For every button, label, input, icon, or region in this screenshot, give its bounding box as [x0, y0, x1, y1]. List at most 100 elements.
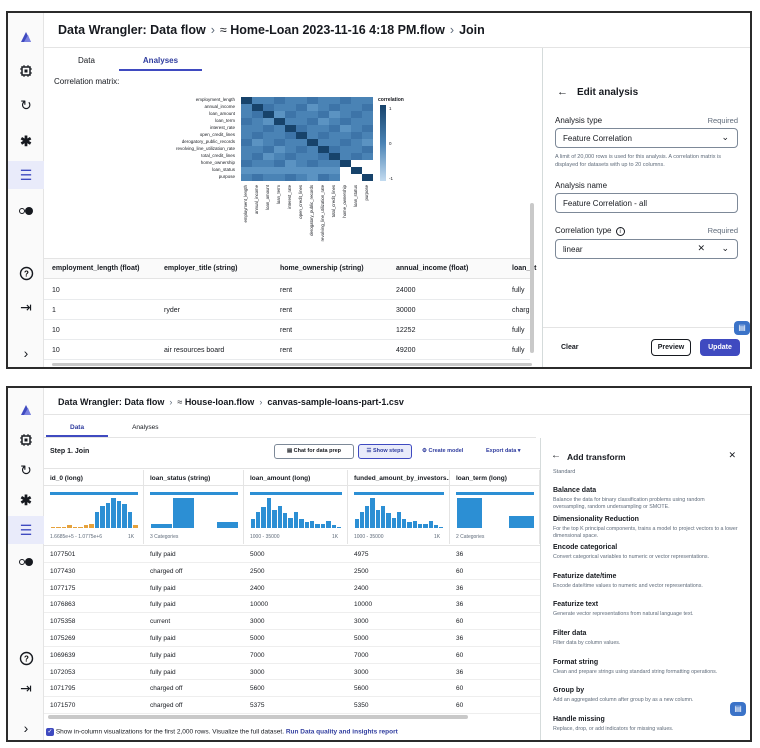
heatmap-cell	[351, 174, 362, 181]
table-cell: 5600	[354, 685, 369, 693]
chat-fab-icon[interactable]: ▤	[730, 702, 746, 716]
breadcrumb-app[interactable]: Data Wrangler: Data flow	[58, 397, 165, 407]
heatmap-cell	[285, 167, 296, 174]
list-icon[interactable]: ☰	[19, 166, 33, 183]
chat-fab-icon[interactable]: ▤	[734, 321, 750, 335]
clear-button[interactable]: Clear	[561, 344, 579, 351]
horizontal-scrollbar[interactable]	[48, 715, 468, 719]
asterisk-icon[interactable]: ✱	[20, 132, 32, 149]
toggle-icon[interactable]	[16, 552, 36, 572]
col-header[interactable]: home_ownership (string)	[280, 265, 364, 272]
heatmap-cell	[362, 104, 373, 111]
col-header[interactable]: employer_title (string)	[164, 265, 238, 272]
heatmap-cell	[241, 139, 252, 146]
chip-icon[interactable]	[16, 61, 36, 81]
toggle-icon[interactable]	[16, 201, 36, 221]
heatmap-cell	[274, 153, 285, 160]
column-header[interactable]: id_0 (long)	[44, 470, 144, 486]
sign-out-icon[interactable]: ⇥	[20, 679, 32, 696]
heatmap-cell	[318, 111, 329, 118]
run-report-link[interactable]: Run Data quality and insights report	[285, 728, 398, 736]
transform-title[interactable]: Encode categorical	[553, 544, 618, 552]
histogram-count: 1K	[128, 534, 135, 540]
transform-title[interactable]: Format string	[553, 658, 599, 666]
top-window: ↻ ✱ ☰ ? ⇥ › Data Wrangler: Data flow › ≈ H…	[6, 11, 752, 369]
col-header[interactable]: loan_st	[512, 265, 537, 272]
chat-for-data-prep-button[interactable]: ▤ Chat for data prep	[274, 444, 354, 459]
preview-button[interactable]: Preview	[651, 339, 691, 356]
column-header[interactable]: loan_status (string)	[144, 470, 244, 486]
analysis-name-input[interactable]: Feature Correlation - all	[555, 193, 738, 213]
tab-data[interactable]: Data	[46, 424, 109, 437]
breadcrumb-app[interactable]: Data Wrangler: Data flow	[58, 23, 206, 37]
correlation-type-select[interactable]: linear ✕ ⌄	[555, 239, 738, 259]
help-icon[interactable]: ?	[16, 648, 36, 668]
asterisk-icon[interactable]: ✱	[20, 491, 32, 508]
col-header[interactable]: employment_length (float)	[52, 265, 140, 272]
horizontal-scrollbar[interactable]	[52, 363, 532, 366]
tab-analyses[interactable]: Analyses	[132, 424, 159, 431]
heatmap-cell	[241, 167, 252, 174]
heatmap-cell	[241, 111, 252, 118]
close-icon[interactable]: ✕	[728, 450, 736, 460]
sign-out-icon[interactable]: ⇥	[20, 298, 32, 315]
correlation-title: Correlation matrix:	[54, 77, 120, 86]
app-logo-icon	[16, 400, 36, 420]
back-arrow-icon[interactable]: ←	[551, 450, 561, 461]
chevron-down-icon: ⌄	[721, 243, 729, 253]
clear-x-icon[interactable]: ✕	[697, 243, 705, 253]
vertical-scrollbar[interactable]	[530, 203, 534, 353]
histogram-bar	[299, 519, 304, 528]
heatmap-cell	[340, 118, 351, 125]
update-button[interactable]: Update	[700, 339, 740, 356]
table-cell: 1072053	[50, 668, 76, 676]
info-icon[interactable]: i	[615, 227, 625, 236]
refresh-icon[interactable]: ↻	[20, 461, 32, 478]
help-icon[interactable]: ?	[16, 263, 36, 283]
heatmap-cell	[340, 111, 351, 118]
histogram-bar	[293, 511, 299, 528]
chip-icon[interactable]	[16, 430, 36, 450]
create-model-button[interactable]: ⚙ Create model	[422, 448, 463, 454]
breadcrumb-flow[interactable]: Home-Loan 2023-11-16 4:18 PM.flow	[230, 23, 445, 37]
refresh-icon[interactable]: ↻	[20, 96, 32, 113]
export-data-button[interactable]: Export data ▾	[486, 448, 521, 454]
transform-title[interactable]: Featurize text	[553, 601, 599, 609]
back-arrow-icon[interactable]: ←	[557, 86, 568, 98]
histogram-bar	[250, 519, 255, 528]
expand-icon[interactable]: ›	[23, 345, 29, 361]
column-header[interactable]: loan_term (long)	[450, 470, 540, 486]
heatmap-cell	[241, 104, 252, 111]
expand-icon[interactable]: ›	[23, 720, 29, 736]
tab-data[interactable]: Data	[78, 56, 95, 65]
heatmap-cell	[318, 104, 329, 111]
list-icon[interactable]: ☰	[19, 521, 33, 538]
heatmap-cell	[296, 111, 307, 118]
table-cell: 10	[52, 347, 60, 354]
transform-title[interactable]: Featurize date/time	[553, 572, 617, 580]
header-divider	[44, 414, 750, 415]
table-cell: fully paid	[150, 584, 176, 592]
transform-title[interactable]: Handle missing	[553, 715, 605, 723]
completeness-bar	[50, 492, 138, 495]
col-header[interactable]: annual_income (float)	[396, 265, 469, 272]
table-cell: 60	[456, 651, 464, 659]
checkbox-checked[interactable]: ✓	[46, 728, 54, 736]
add-transform-panel: ← Add transform ✕ Standard Balance data B…	[540, 438, 750, 740]
breadcrumb-flow[interactable]: House-loan.flow	[184, 397, 255, 407]
heatmap-cell	[307, 167, 318, 174]
breadcrumb: Data Wrangler: Data flow › ≈ House-loan.fl…	[58, 397, 404, 407]
column-header[interactable]: funded_amount_by_investors...	[348, 470, 450, 486]
transform-title[interactable]: Filter data	[553, 630, 587, 637]
transform-title[interactable]: Group by	[553, 687, 585, 695]
heatmap-cell	[252, 104, 263, 111]
transform-title[interactable]: Balance data	[553, 487, 597, 494]
show-steps-button[interactable]: ☰ Show steps	[358, 444, 412, 459]
tab-analyses[interactable]: Analyses	[118, 56, 203, 71]
transform-description: Generate vector representations from nat…	[553, 611, 694, 618]
column-header[interactable]: loan_amount (long)	[244, 470, 348, 486]
transform-title[interactable]: Dimensionality Reduction	[553, 515, 639, 523]
table-row	[44, 630, 540, 647]
table-cell: 1	[52, 307, 56, 314]
analysis-type-select[interactable]: Feature Correlation ⌄	[555, 128, 738, 148]
